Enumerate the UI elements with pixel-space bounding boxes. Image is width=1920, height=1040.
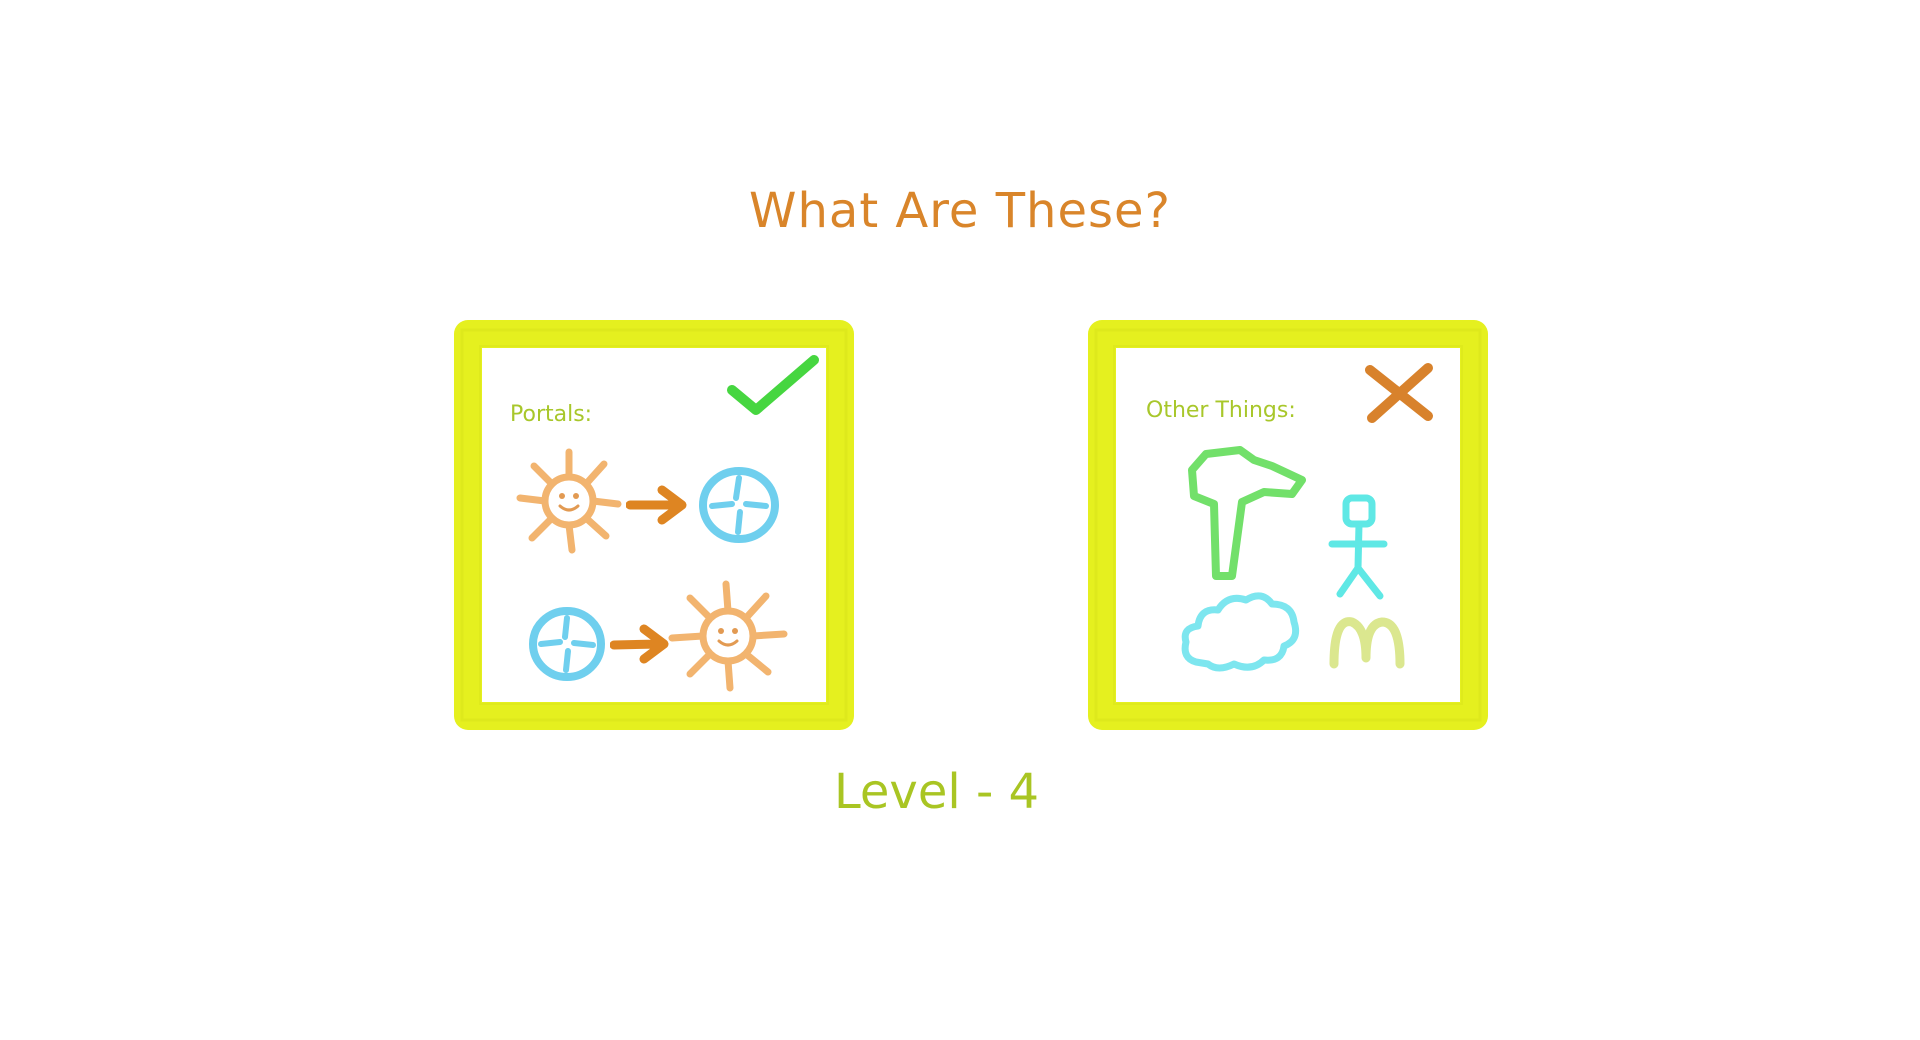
arrow-right-icon: [610, 624, 669, 664]
tree-icon: [1188, 446, 1306, 580]
sun-face-icon: [516, 448, 622, 554]
portals-frame: [454, 320, 854, 730]
other-things-label: Other Things:: [1146, 398, 1296, 423]
arrow-right-icon: [626, 485, 687, 525]
cloud-icon: [1181, 592, 1300, 672]
portals-panel: Portals:: [454, 320, 854, 730]
other-things-panel: Other Things:: [1088, 320, 1488, 730]
portals-label: Portals:: [510, 402, 593, 427]
page-title: What Are These?: [749, 183, 1171, 239]
check-icon: [727, 355, 819, 415]
level-indicator: Level - 4: [834, 764, 1040, 820]
m-letter-icon: [1329, 617, 1405, 669]
portal-orb-icon: [529, 607, 605, 681]
cross-icon: [1365, 363, 1433, 423]
other-things-frame: [1088, 320, 1488, 730]
stick-figure-icon: [1328, 494, 1388, 600]
portal-orb-icon: [699, 467, 779, 543]
sun-face-icon: [668, 580, 788, 692]
